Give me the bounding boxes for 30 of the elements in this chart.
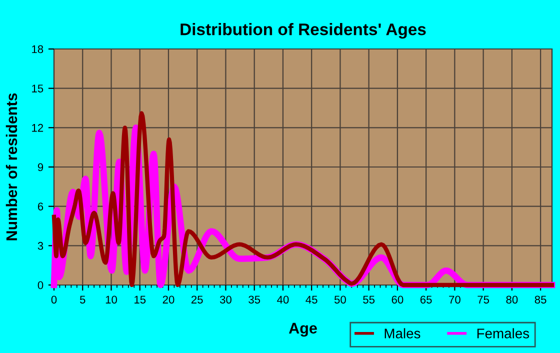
x-tick-label: 45	[306, 296, 318, 304]
y-tick-label: 15	[32, 84, 44, 92]
y-tick-label: 0	[38, 281, 44, 290]
x-tick-label: 35	[248, 296, 260, 304]
x-tick-label: 30	[220, 296, 232, 304]
x-tick-label: 0	[51, 296, 57, 304]
x-tick-label: 15	[134, 296, 146, 304]
y-tick-label: 12	[32, 124, 44, 132]
x-tick-label: 75	[478, 296, 490, 304]
legend-label: Females	[477, 328, 530, 338]
legend-label: Males	[384, 328, 420, 338]
y-tick-label: 6	[38, 202, 44, 210]
x-tick-label: 40	[277, 296, 289, 304]
y-axis-title: Number of residents	[6, 93, 18, 240]
chart-title: Distribution of Residents' Ages	[180, 23, 426, 39]
x-tick-label: 80	[506, 296, 518, 304]
y-tick-label: 3	[38, 242, 44, 250]
x-tick-label: 25	[191, 296, 203, 304]
x-tick-label: 65	[420, 296, 432, 304]
x-axis-title: Age	[288, 322, 317, 337]
x-tick-label: 55	[363, 296, 375, 304]
y-tick-label: 18	[32, 45, 44, 54]
x-tick-label: 10	[106, 296, 117, 304]
x-tick-label: 85	[534, 296, 546, 304]
x-tick-label: 50	[334, 296, 346, 304]
x-tick-label: 70	[449, 296, 460, 304]
y-tick-label: 9	[38, 163, 44, 172]
x-tick-label: 5	[80, 296, 86, 304]
x-tick-label: 60	[392, 296, 404, 304]
x-tick-label: 20	[162, 296, 174, 304]
